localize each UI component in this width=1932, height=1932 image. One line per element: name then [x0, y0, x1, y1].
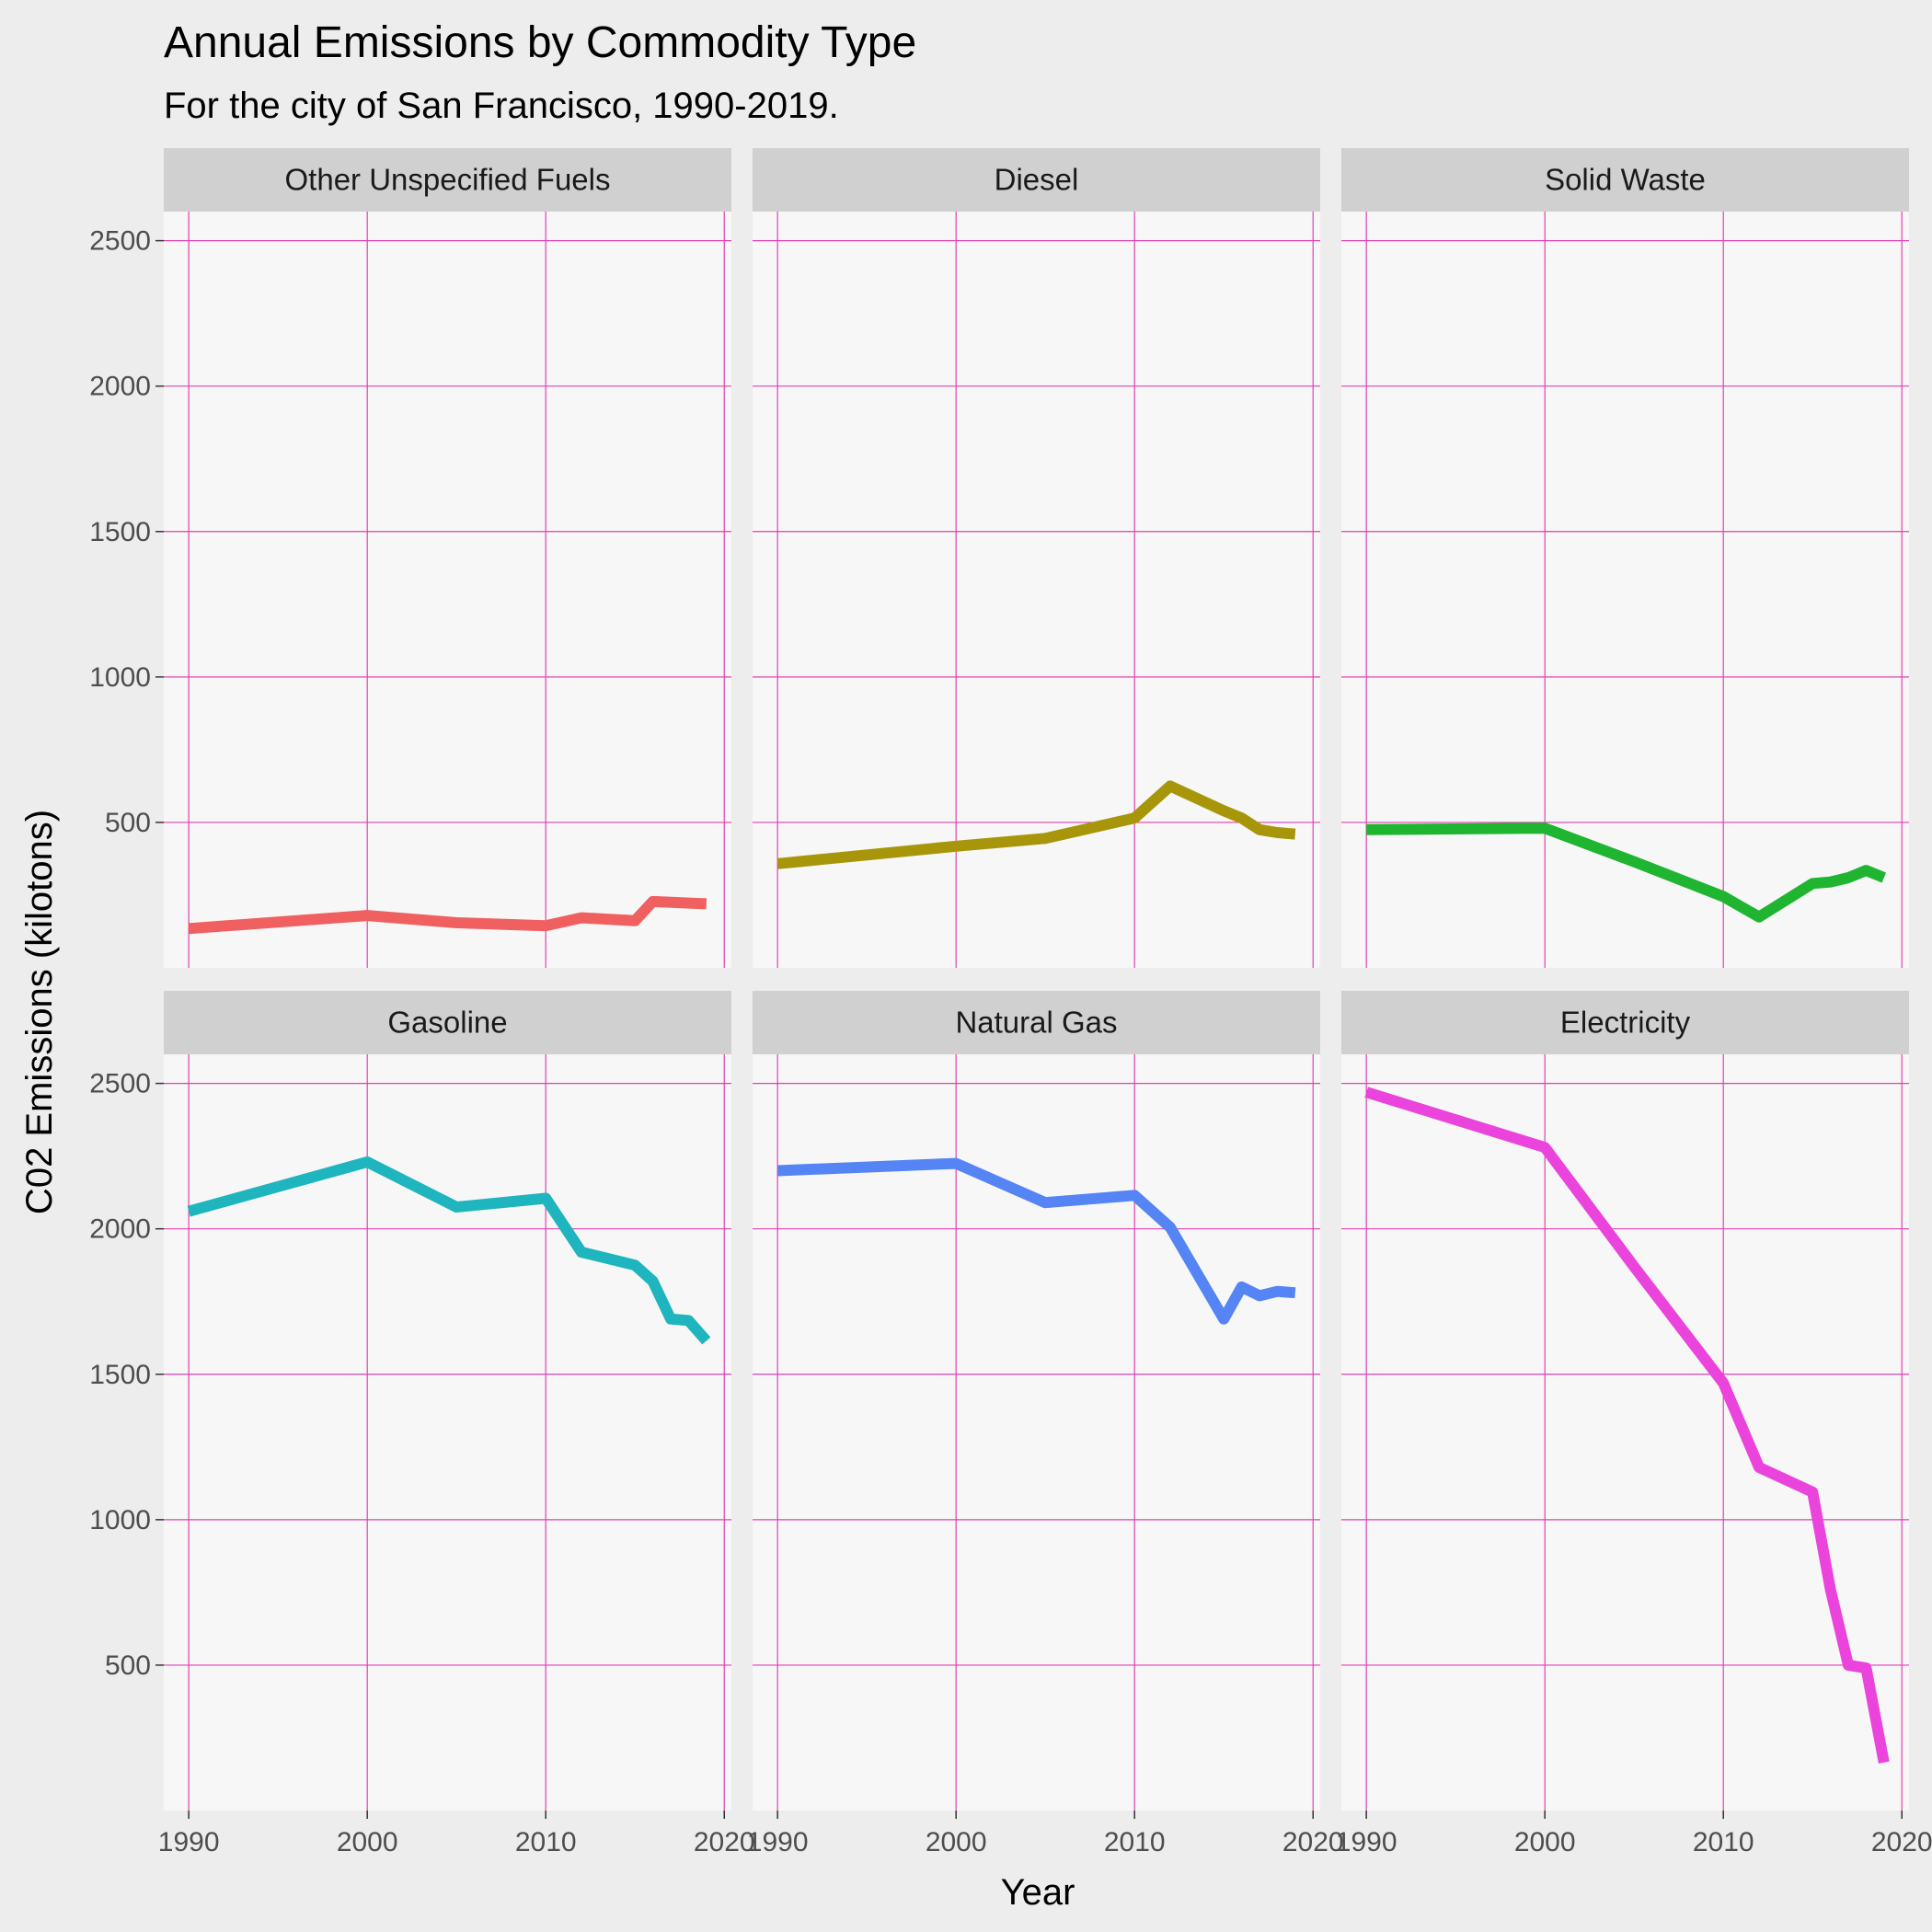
- facet-strip: [1341, 991, 1909, 1054]
- y-tick-label: 1500: [89, 517, 151, 547]
- y-tick-label: 1000: [89, 1505, 151, 1535]
- chart-subtitle: For the city of San Francisco, 1990-2019…: [164, 86, 839, 126]
- x-tick-label: 2010: [1104, 1827, 1166, 1857]
- facet-2: Solid Waste: [1341, 148, 1909, 968]
- facet-0: Other Unspecified Fuels 500 1000 1500 2000 25…: [89, 148, 731, 968]
- facet-1: Diesel: [753, 148, 1320, 968]
- series-line-natural-gas: [776, 1157, 1296, 1325]
- facet-4: Natural Gas 1990 2000 2010 2020: [747, 991, 1344, 1857]
- chart-title: Annual Emissions by Commodity Type: [164, 18, 916, 67]
- facet-strip: [164, 148, 731, 212]
- x-tick-label: 2010: [515, 1827, 577, 1857]
- x-tick-label: 2020: [694, 1827, 755, 1857]
- panel-background: [164, 1054, 731, 1811]
- facet-strip-label: Diesel: [995, 163, 1079, 197]
- facet-3: Gasoline 500 1000 1500 2000 2500 1990 2000 2010 2…: [89, 991, 755, 1857]
- y-tick-label: 2500: [89, 1069, 151, 1099]
- y-tick-label: 1000: [89, 662, 151, 693]
- x-axis-label: Year: [1001, 1872, 1075, 1913]
- facet-panels: Other Unspecified Fuels 500 1000 1500 2000 25…: [89, 148, 1932, 1857]
- panel-background: [1341, 1054, 1909, 1811]
- y-tick-label: 1500: [89, 1360, 151, 1390]
- series-line-electricity: [1364, 1087, 1890, 1764]
- facet-strip-label: Gasoline: [387, 1006, 507, 1040]
- x-tick-label: 2000: [1514, 1827, 1576, 1857]
- facet-strip-label: Solid Waste: [1545, 163, 1706, 197]
- facet-strip-label: Other Unspecified Fuels: [285, 163, 611, 197]
- y-tick-label: 2000: [89, 1214, 151, 1245]
- x-tick-label: 2000: [926, 1827, 987, 1857]
- facet-strip-label: Electricity: [1560, 1006, 1691, 1040]
- y-tick-label: 2000: [89, 372, 151, 402]
- facet-strip-label: Natural Gas: [955, 1006, 1117, 1040]
- y-tick-label: 500: [105, 808, 151, 838]
- x-tick-label: 2020: [1282, 1827, 1344, 1857]
- x-tick-label: 2010: [1693, 1827, 1754, 1857]
- facet-5: Electricity 1990 2000 2010 2020: [1336, 991, 1932, 1857]
- facet-strip: [164, 991, 731, 1054]
- x-tick-label: 2020: [1871, 1827, 1932, 1857]
- y-tick-label: 500: [105, 1650, 151, 1681]
- y-tick-label: 2500: [89, 226, 151, 257]
- series-line-other-unspecified-fuels: [188, 895, 707, 935]
- facet-strip: [1341, 148, 1909, 212]
- x-tick-label: 1990: [747, 1827, 809, 1857]
- x-tick-label: 2000: [337, 1827, 398, 1857]
- series-line-solid-waste: [1366, 822, 1887, 923]
- series-line-diesel: [776, 780, 1296, 869]
- panel-background: [1341, 212, 1909, 968]
- facet-strip: [753, 991, 1320, 1054]
- x-tick-label: 1990: [158, 1827, 220, 1857]
- panel-background: [753, 1054, 1320, 1811]
- series-line-gasoline: [187, 1156, 711, 1345]
- y-axis-label: C02 Emissions (kilotons): [19, 810, 60, 1214]
- facet-strip: [753, 148, 1320, 212]
- x-tick-label: 1990: [1336, 1827, 1397, 1857]
- panel-background: [164, 212, 731, 968]
